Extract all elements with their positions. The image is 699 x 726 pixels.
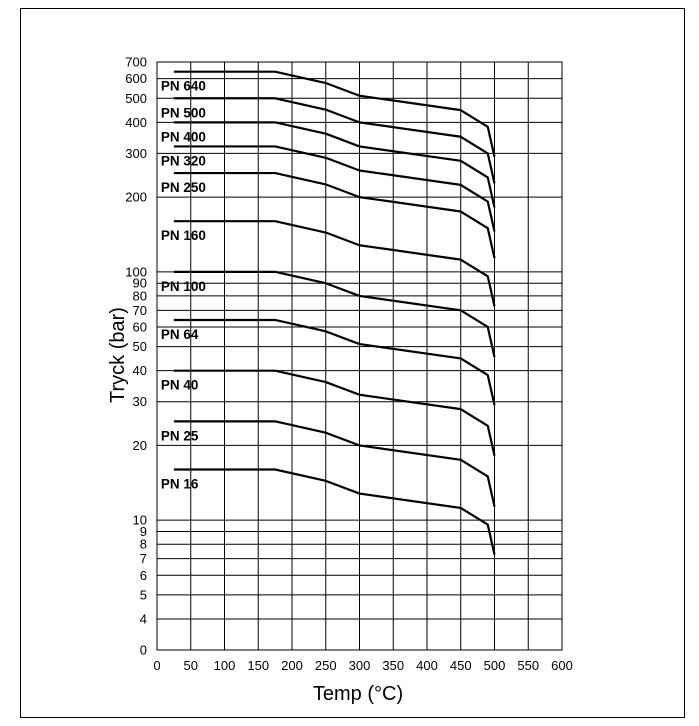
y-tick-label: 10 [133, 513, 147, 528]
series-line [173, 220, 496, 307]
x-tick-label: 100 [214, 658, 236, 673]
x-tick-label: 50 [184, 658, 198, 673]
y-tick-label: 50 [133, 339, 147, 354]
series-label: PN 400 [161, 129, 206, 144]
x-tick-label: 200 [281, 658, 303, 673]
x-tick-label: 550 [517, 658, 539, 673]
series-label: PN 160 [161, 228, 206, 243]
series-label: PN 500 [161, 105, 206, 120]
x-tick-label: 150 [247, 658, 269, 673]
series-line [173, 468, 496, 555]
series-label: PN 640 [161, 79, 206, 94]
series-line [173, 121, 496, 208]
y-tick-label: 90 [133, 276, 147, 291]
x-tick-label: 450 [450, 658, 472, 673]
series-line [173, 171, 496, 259]
x-tick-label: 0 [153, 658, 160, 673]
y-tick-label: 70 [133, 303, 147, 318]
x-tick-label: 300 [349, 658, 371, 673]
series-label: PN 250 [161, 180, 206, 195]
y-tick-label: 60 [133, 319, 147, 334]
y-tick-label: 200 [125, 190, 147, 205]
x-tick-label: 250 [315, 658, 337, 673]
series-label: PN 25 [161, 428, 199, 443]
y-tick-label: 600 [125, 71, 147, 86]
series-label: PN 320 [161, 153, 206, 168]
y-tick-label: 5 [140, 587, 147, 602]
x-axis-title: Temp (°C) [313, 683, 403, 705]
y-tick-label: 6 [140, 568, 147, 583]
y-tick-label: 500 [125, 91, 147, 106]
series-label: PN 100 [161, 279, 206, 294]
tick-label-layer: 0 50 100 150 200 250 300 350 400 450 500 550 600 0 4 5 6… [125, 55, 573, 674]
y-tick-label: 30 [133, 394, 147, 409]
y-tick-label: 80 [133, 288, 147, 303]
x-tick-label: 600 [551, 658, 573, 673]
y-tick-label: 8 [140, 537, 147, 552]
series-line [173, 369, 496, 457]
series-label: PN 40 [161, 378, 199, 393]
y-tick-label: 20 [133, 438, 147, 453]
grid-layer [156, 61, 563, 651]
chart-frame [20, 8, 685, 718]
x-tick-label: 500 [484, 658, 506, 673]
y-tick-label: 4 [140, 612, 147, 627]
y-tick-label: 400 [125, 115, 147, 130]
y-tick-label: 7 [140, 551, 147, 566]
series-line [173, 420, 496, 507]
y-tick-label: 0 [140, 643, 147, 658]
series-label: PN 64 [161, 327, 199, 342]
x-tick-label: 400 [416, 658, 438, 673]
plot-area-border [156, 61, 563, 651]
y-tick-label: 100 [125, 264, 147, 279]
y-tick-label: 40 [133, 363, 147, 378]
series-label: PN 16 [161, 476, 199, 491]
series-label-layer: PN 640 PN 500 PN 400 PN 320 PN 250 PN 160 PN 1… [161, 79, 206, 492]
series-line [173, 70, 496, 157]
y-tick-label: 300 [125, 146, 147, 161]
series-line [173, 318, 496, 406]
curve-layer [173, 70, 496, 555]
series-line [173, 270, 496, 358]
y-tick-label: 9 [140, 524, 147, 539]
y-tick-label: 700 [125, 55, 147, 70]
series-line [173, 145, 496, 232]
x-tick-label: 350 [382, 658, 404, 673]
series-line [173, 97, 496, 184]
y-axis-title: Tryck (bar) [107, 307, 129, 403]
